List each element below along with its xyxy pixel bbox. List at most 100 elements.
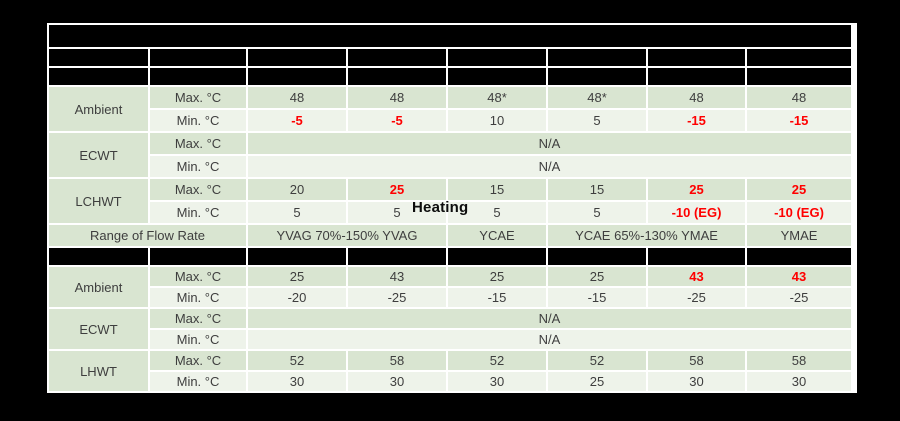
separator-cell-redacted xyxy=(448,248,546,265)
param-label-min: Min. °C xyxy=(150,156,246,177)
header-cell-redacted xyxy=(648,49,745,66)
flow-rate-cell: YCAE xyxy=(448,225,546,246)
value-cell: 43 xyxy=(348,267,446,286)
row-label-ambient: Ambient xyxy=(49,267,148,307)
separator-cell-redacted xyxy=(150,248,246,265)
value-cell: 30 xyxy=(648,372,745,391)
value-cell: 48* xyxy=(448,87,546,108)
table-row: Min. °C N/A xyxy=(49,156,851,177)
row-label-ecwt: ECWT xyxy=(49,309,148,349)
flow-rate-cell: YMAE xyxy=(747,225,851,246)
value-cell: 25 xyxy=(747,179,851,200)
value-cell: 52 xyxy=(448,351,546,370)
table-row: Min. °C 5 5 5 5 -10 (EG) -10 (EG) xyxy=(49,202,851,223)
value-cell: 52 xyxy=(548,351,646,370)
header-cell-redacted xyxy=(348,49,446,66)
flow-rate-cell: YVAG 70%-150% YVAG xyxy=(248,225,446,246)
header-cell-redacted xyxy=(448,49,546,66)
param-label-min: Min. °C xyxy=(150,372,246,391)
value-cell: 25 xyxy=(448,267,546,286)
table-row: Min. °C N/A xyxy=(49,330,851,349)
param-label-max: Max. °C xyxy=(150,179,246,200)
value-cell: 15 xyxy=(448,179,546,200)
param-label-max: Max. °C xyxy=(150,267,246,286)
row-label-flow-rate: Range of Flow Rate xyxy=(49,225,246,246)
value-cell: -25 xyxy=(348,288,446,307)
header-cell-redacted xyxy=(150,68,246,85)
value-cell: 52 xyxy=(248,351,346,370)
na-cell: N/A xyxy=(248,330,851,349)
na-cell: N/A xyxy=(248,133,851,154)
value-cell: 25 xyxy=(348,179,446,200)
header-cell-redacted xyxy=(348,68,446,85)
value-cell: 30 xyxy=(348,372,446,391)
value-cell: 30 xyxy=(448,372,546,391)
header-cell-redacted xyxy=(448,68,546,85)
value-cell: 15 xyxy=(548,179,646,200)
header-cell-redacted xyxy=(548,49,646,66)
value-cell: -20 xyxy=(248,288,346,307)
flow-rate-row: Range of Flow Rate YVAG 70%-150% YVAG YC… xyxy=(49,225,851,246)
header-row-1 xyxy=(49,49,851,66)
separator-cell-redacted xyxy=(248,248,346,265)
separator-cell-redacted xyxy=(548,248,646,265)
param-label-min: Min. °C xyxy=(150,110,246,131)
value-cell: 48 xyxy=(648,87,745,108)
value-cell: 5 xyxy=(548,202,646,223)
header-cell-redacted xyxy=(648,68,745,85)
header-cell-redacted xyxy=(747,49,851,66)
value-cell: 5 xyxy=(248,202,346,223)
param-label-max: Max. °C xyxy=(150,133,246,154)
value-cell: 48* xyxy=(548,87,646,108)
value-cell: -15 xyxy=(648,110,745,131)
separator-cell-redacted xyxy=(648,248,745,265)
param-label-min: Min. °C xyxy=(150,288,246,307)
header-cell-redacted xyxy=(49,49,148,66)
header-cell-redacted xyxy=(150,49,246,66)
value-cell: -15 xyxy=(548,288,646,307)
table-row: Ambient Max. °C 25 43 25 25 43 43 xyxy=(49,267,851,307)
value-cell: 5 xyxy=(348,202,446,223)
value-cell: 5 xyxy=(448,202,546,223)
param-label-min: Min. °C xyxy=(150,202,246,223)
param-label-max: Max. °C xyxy=(150,87,246,108)
param-label-max: Max. °C xyxy=(150,309,246,328)
separator-cell-redacted xyxy=(747,248,851,265)
table-row: Ambient Max. °C 48 48 48* 48* 48 48 xyxy=(49,87,851,131)
value-cell: 10 xyxy=(448,110,546,131)
value-cell: -5 xyxy=(248,110,346,131)
table-row: Min. °C -20 -25 -15 -15 -25 -25 xyxy=(49,288,851,307)
value-cell: 58 xyxy=(348,351,446,370)
value-cell: -15 xyxy=(747,110,851,131)
value-cell: 58 xyxy=(747,351,851,370)
row-label-lhwt: LHWT xyxy=(49,351,148,391)
value-cell: -10 (EG) xyxy=(648,202,745,223)
value-cell: 20 xyxy=(248,179,346,200)
table-row: ECWT Max. °C N/A xyxy=(49,133,851,177)
value-cell: 30 xyxy=(747,372,851,391)
value-cell: -15 xyxy=(448,288,546,307)
value-cell: 25 xyxy=(648,179,745,200)
section-separator-row xyxy=(49,248,851,265)
value-cell: -25 xyxy=(648,288,745,307)
value-cell: 30 xyxy=(248,372,346,391)
header-cell-redacted xyxy=(49,68,148,85)
na-cell: N/A xyxy=(248,309,851,328)
header-cell-redacted xyxy=(248,68,346,85)
table-row: LCHWT Max. °C 20 25 15 15 25 25 xyxy=(49,179,851,223)
param-label-max: Max. °C xyxy=(150,351,246,370)
row-label-ecwt: ECWT xyxy=(49,133,148,177)
table-row: Min. °C -5 -5 10 5 -15 -15 xyxy=(49,110,851,131)
value-cell: -25 xyxy=(747,288,851,307)
separator-cell-redacted xyxy=(49,248,148,265)
title-bar-redacted xyxy=(49,25,851,47)
value-cell: 58 xyxy=(648,351,745,370)
value-cell: -5 xyxy=(348,110,446,131)
separator-cell-redacted xyxy=(348,248,446,265)
row-label-ambient: Ambient xyxy=(49,87,148,131)
value-cell: 43 xyxy=(747,267,851,286)
flow-rate-cell: YCAE 65%-130% YMAE xyxy=(548,225,745,246)
table-row: Min. °C 30 30 30 25 30 30 xyxy=(49,372,851,391)
param-label-min: Min. °C xyxy=(150,330,246,349)
